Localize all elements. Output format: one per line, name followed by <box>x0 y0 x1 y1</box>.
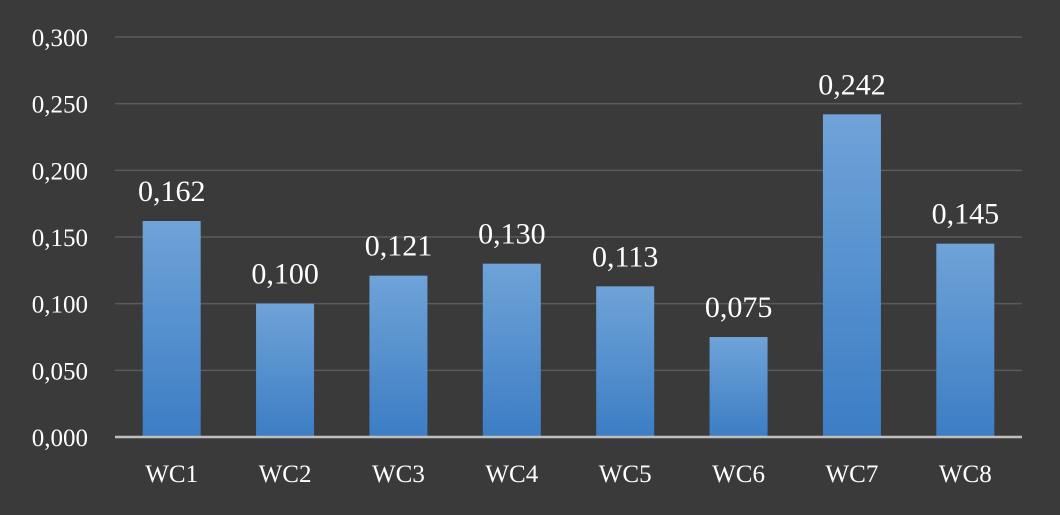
x-tick-label: WC5 <box>599 461 652 488</box>
y-tick-label: 0,300 <box>32 25 88 52</box>
bars <box>142 114 995 437</box>
x-tick-label: WC8 <box>939 461 992 488</box>
data-label: 0,100 <box>251 258 319 291</box>
data-labels: 0,162 0,100 0,121 0,130 0,113 0,075 0,242 0,145 <box>138 68 999 324</box>
data-label: 0,162 <box>138 175 206 208</box>
bar-wc7 <box>822 114 881 437</box>
bar-wc2 <box>256 303 315 437</box>
y-tick-label: 0,250 <box>32 92 88 119</box>
x-tick-label: WC7 <box>826 461 879 488</box>
x-tick-label: WC3 <box>372 461 425 488</box>
gridlines <box>115 36 1022 372</box>
y-tick-label: 0,050 <box>32 358 88 385</box>
data-label: 0,145 <box>932 198 1000 231</box>
x-tick-label: WC1 <box>145 461 198 488</box>
y-tick-label: 0,200 <box>32 158 88 185</box>
data-label: 0,130 <box>478 218 546 251</box>
bar-wc5 <box>596 286 655 437</box>
x-tick-label: WC6 <box>712 461 765 488</box>
y-tick-label: 0,150 <box>32 225 88 252</box>
data-label: 0,113 <box>592 240 658 273</box>
bar-wc4 <box>482 263 541 437</box>
data-label: 0,242 <box>818 68 886 101</box>
y-tick-label: 0,000 <box>32 425 88 452</box>
bar-wc6 <box>709 337 768 437</box>
x-tick-label: WC4 <box>485 461 538 488</box>
x-tick-label: WC2 <box>259 461 312 488</box>
x-tick-labels: WC1 WC2 WC3 WC4 WC5 WC6 WC7 WC8 <box>145 461 991 488</box>
bar-wc1 <box>142 221 201 437</box>
y-tick-labels: 0,000 0,050 0,100 0,150 0,200 0,250 0,300 <box>32 25 88 452</box>
bar-wc3 <box>369 275 428 437</box>
bar-wc8 <box>936 243 995 437</box>
data-label: 0,075 <box>705 291 773 324</box>
data-label: 0,121 <box>365 230 433 263</box>
y-tick-label: 0,100 <box>32 292 88 319</box>
